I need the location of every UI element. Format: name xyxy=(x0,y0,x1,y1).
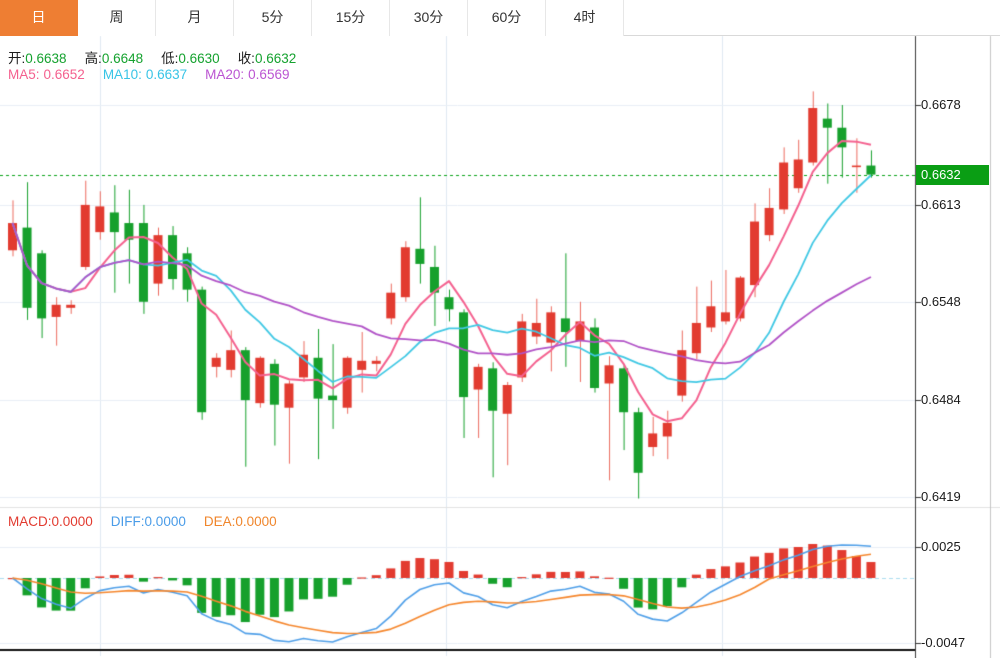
macd-axis-label: -0.0047 xyxy=(921,635,966,650)
ma10-label: MA10: xyxy=(102,67,142,82)
ohlc-low: 低:0.6630 xyxy=(161,51,220,66)
ohlc-high: 高:0.6648 xyxy=(85,51,144,66)
ohlc-open-label: 开: xyxy=(8,51,26,66)
price-axis-label: 0.6484 xyxy=(921,392,961,407)
ohlc-close-label: 收: xyxy=(237,51,255,66)
ohlc-legend: 开:0.6638 高:0.6648 低:0.6630 收:0.6632 xyxy=(8,47,314,67)
tab-day[interactable]: 日 xyxy=(0,0,78,36)
dea-label: DEA: xyxy=(203,514,236,529)
macd-legend-macd: MACD:0.0000 xyxy=(8,514,93,529)
ma5-label: MA5: xyxy=(8,67,40,82)
macd-value: 0.0000 xyxy=(51,514,93,529)
tab-week[interactable]: 周 xyxy=(78,0,156,36)
ohlc-high-value: 0.6648 xyxy=(101,51,144,66)
price-axis-label: 0.6678 xyxy=(921,97,961,112)
ma-legend-ma20: MA20: 0.6569 xyxy=(205,67,289,82)
ma-legend-ma10: MA10: 0.6637 xyxy=(103,67,187,82)
ohlc-close: 收:0.6632 xyxy=(238,51,297,66)
tab-month[interactable]: 月 xyxy=(156,0,234,36)
ma-legend-ma5: MA5: 0.6652 xyxy=(8,67,85,82)
ohlc-high-label: 高: xyxy=(84,51,102,66)
ohlc-low-label: 低: xyxy=(161,51,179,66)
ohlc-close-value: 0.6632 xyxy=(254,51,297,66)
ohlc-open: 开:0.6638 xyxy=(8,51,67,66)
diff-label: DIFF: xyxy=(110,514,145,529)
ohlc-open-value: 0.6638 xyxy=(25,51,67,66)
tab-60min[interactable]: 60分 xyxy=(468,0,546,36)
ma5-value: 0.6652 xyxy=(43,67,85,82)
price-axis-label: 0.6613 xyxy=(921,197,961,212)
tab-15min[interactable]: 15分 xyxy=(312,0,390,36)
tab-4hour[interactable]: 4时 xyxy=(546,0,624,36)
dea-value: 0.0000 xyxy=(235,514,277,529)
macd-label: MACD: xyxy=(8,514,52,529)
macd-legend: MACD:0.0000 DIFF:0.0000 DEA:0.0000 xyxy=(8,514,295,529)
ma10-value: 0.6637 xyxy=(145,67,188,82)
ohlc-low-value: 0.6630 xyxy=(178,51,220,66)
tab-5min[interactable]: 5分 xyxy=(234,0,312,36)
tab-30min[interactable]: 30分 xyxy=(390,0,468,36)
price-axis-label: 0.6548 xyxy=(921,294,961,309)
macd-axis-label: 0.0025 xyxy=(921,539,961,554)
ma-legend: MA5: 0.6652 MA10: 0.6637 MA20: 0.6569 xyxy=(8,67,307,82)
macd-legend-diff: DIFF:0.0000 xyxy=(111,514,186,529)
macd-legend-dea: DEA:0.0000 xyxy=(204,514,277,529)
current-price-label: 0.6632 xyxy=(916,165,989,185)
diff-value: 0.0000 xyxy=(144,514,186,529)
timeframe-tabbar: 日周月 5分 15分 30分 60分 4时 xyxy=(0,0,1000,36)
ma20-value: 0.6569 xyxy=(248,67,290,82)
ma20-label: MA20: xyxy=(205,67,245,82)
price-axis-label: 0.6419 xyxy=(921,489,961,504)
